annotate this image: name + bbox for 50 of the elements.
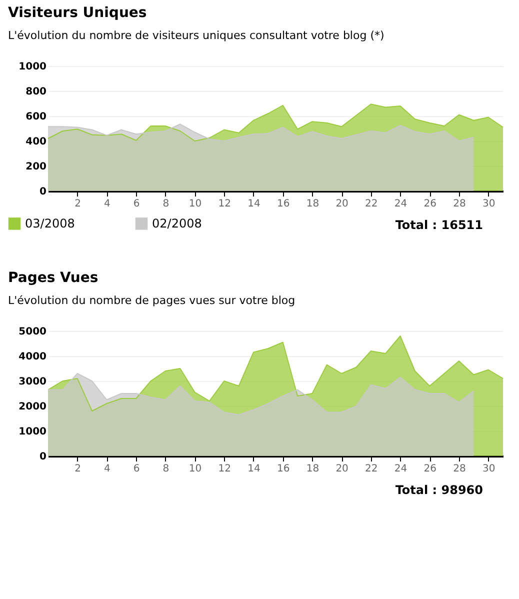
x-tick-label: 24 — [394, 464, 408, 474]
y-tick-label: 4000 — [18, 352, 47, 362]
x-tick-label: 4 — [104, 198, 110, 210]
x-tick-label: 6 — [133, 464, 140, 474]
x-tick-label: 12 — [218, 198, 231, 210]
y-tick-label: 400 — [26, 136, 47, 148]
y-tick-label: 1000 — [18, 426, 47, 438]
y-tick-label: 800 — [26, 86, 47, 98]
chart-subtitle: L'évolution du nombre de visiteurs uniques consultant votre blog (*) — [8, 29, 384, 42]
x-tick-label: 28 — [453, 464, 466, 474]
legend-label: 02/2008 — [152, 216, 202, 231]
x-tick-label: 28 — [453, 198, 466, 210]
x-tick-label: 18 — [306, 464, 320, 474]
y-tick-label: 5000 — [18, 326, 47, 338]
x-tick-label: 26 — [424, 464, 436, 474]
x-tick-label: 8 — [162, 198, 170, 210]
x-tick-label: 4 — [104, 464, 110, 474]
chart-title: Pages Vues — [8, 270, 98, 286]
y-tick-label: 200 — [26, 162, 47, 172]
x-tick-label: 22 — [365, 198, 378, 210]
text: Total : 98960 — [395, 483, 483, 497]
x-tick-label: 20 — [336, 198, 348, 210]
x-tick-label: 10 — [188, 198, 202, 210]
chart-title: Visiteurs Uniques — [8, 5, 147, 21]
y-tick-label: 0 — [40, 186, 47, 198]
x-tick-label: 26 — [424, 198, 436, 210]
x-tick-label: 16 — [276, 464, 290, 474]
x-tick-label: 30 — [482, 198, 496, 210]
chart-subtitle: L'évolution du nombre de pages vues sur votre blog — [8, 294, 296, 307]
x-tick-label: 18 — [306, 198, 320, 210]
x-tick-label: 2 — [74, 198, 82, 210]
x-tick-label: 30 — [482, 464, 496, 474]
x-tick-label: 6 — [133, 198, 140, 210]
x-tick-label: 14 — [248, 198, 260, 210]
legend-label: 03/2008 — [25, 216, 75, 231]
x-tick-label: 10 — [188, 464, 202, 474]
x-tick-label: 2 — [74, 464, 82, 474]
y-tick-label: 1000 — [18, 62, 47, 72]
x-tick-label: 20 — [336, 464, 348, 474]
x-tick-label: 24 — [394, 198, 408, 210]
text: Total : 16511 — [395, 218, 483, 232]
x-tick-label: 12 — [218, 464, 231, 474]
x-tick-label: 8 — [162, 464, 170, 474]
x-tick-label: 16 — [276, 198, 290, 210]
x-tick-label: 22 — [365, 464, 378, 474]
y-tick-label: 0 — [40, 452, 47, 462]
y-tick-label: 3000 — [18, 376, 47, 388]
y-tick-label: 2000 — [18, 402, 47, 412]
y-tick-label: 600 — [26, 112, 47, 122]
x-tick-label: 14 — [248, 464, 260, 474]
